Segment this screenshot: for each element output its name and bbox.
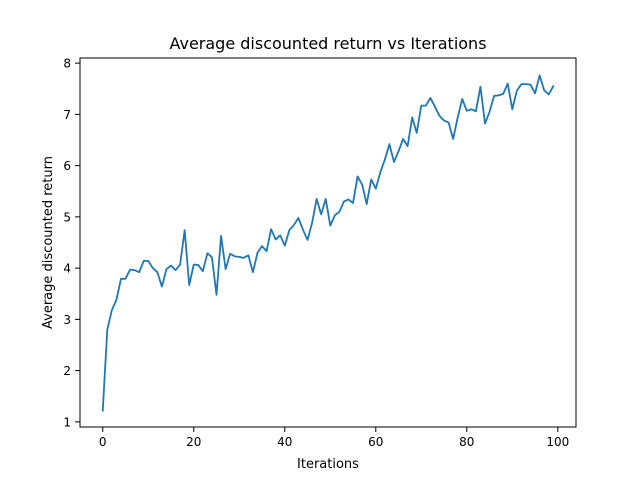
- x-axis-label: Iterations: [297, 457, 359, 472]
- y-tick-label: 7: [63, 108, 71, 122]
- y-tick-label: 5: [63, 210, 71, 224]
- y-axis-ticks: 1 2 3 4 5 6 7 8: [63, 57, 80, 429]
- y-tick-label: 1: [63, 415, 71, 429]
- y-tick-label: 4: [63, 262, 71, 276]
- x-axis-ticks: 0 20 40 60 80 100: [99, 427, 569, 449]
- x-tick-label: 20: [186, 435, 201, 449]
- x-tick-label: 0: [99, 435, 107, 449]
- x-tick-label: 80: [459, 435, 474, 449]
- x-tick-label: 100: [546, 435, 569, 449]
- series-line: [101, 74, 555, 412]
- plot-frame: [79, 57, 577, 428]
- y-tick-label: 8: [63, 57, 71, 71]
- x-tick-label: 60: [368, 435, 383, 449]
- x-tick-label: 40: [277, 435, 292, 449]
- chart-title: Average discounted return vs Iterations: [169, 34, 486, 53]
- y-tick-label: 6: [63, 159, 71, 173]
- y-tick-label: 2: [63, 364, 71, 378]
- y-axis-label: Average discounted return: [41, 156, 56, 329]
- y-tick-label: 3: [63, 313, 71, 327]
